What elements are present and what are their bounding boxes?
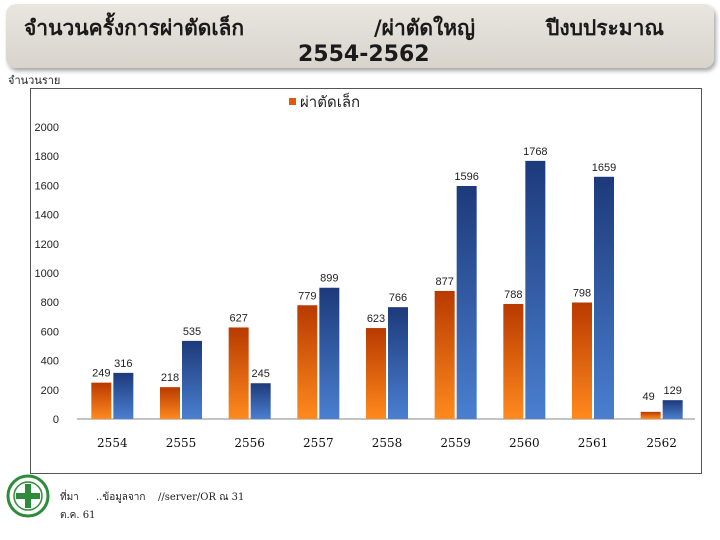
- title-banner: จำนวนครั้งการผ่าตัดเล็ก /ผ่าตัดใหญ่ ปีงบ…: [6, 4, 714, 68]
- title-part-3: ปีงบประมาณ: [546, 16, 664, 40]
- x-tick-label: 2554: [97, 436, 128, 450]
- data-label: 535: [183, 326, 201, 338]
- bar-minor-surgery: [160, 387, 180, 419]
- bar-major-surgery: [594, 176, 614, 419]
- x-tick-label: 2559: [440, 436, 471, 450]
- x-tick-label: 2558: [372, 436, 403, 450]
- y-tick-label: 2000: [35, 122, 59, 134]
- y-tick-label: 600: [41, 326, 59, 338]
- data-label: 1596: [454, 171, 478, 183]
- title-year-range: 2554-2562: [298, 42, 430, 67]
- data-label: 49: [643, 391, 655, 403]
- y-tick-label: 200: [41, 385, 59, 397]
- bar-major-surgery: [456, 185, 477, 419]
- data-label: 877: [435, 276, 453, 288]
- bar-minor-surgery: [640, 411, 661, 419]
- x-tick-label: 2556: [234, 436, 265, 450]
- bar-chart: 0 200 400 600 800 1000 1200 1400 1600 1800 2000 255…: [35, 92, 695, 450]
- y-tick-label: 1400: [35, 210, 59, 222]
- y-tick-label: 1000: [35, 268, 59, 280]
- data-label: 788: [504, 289, 522, 301]
- data-label: 899: [320, 273, 338, 285]
- title-part-2: /ผ่าตัดใหญ่: [374, 16, 476, 40]
- bar-major-surgery: [525, 160, 546, 419]
- data-label: 627: [229, 312, 247, 324]
- title-part-1: จำนวนครั้งการผ่าตัดเล็ก: [24, 16, 245, 40]
- x-tick-label: 2560: [509, 436, 540, 450]
- data-label: 1659: [592, 162, 616, 174]
- bar-minor-surgery: [297, 305, 318, 419]
- source-note-server: //server/OR ณ 31: [158, 492, 245, 503]
- bar-major-surgery: [182, 340, 202, 419]
- bar-minor-surgery: [228, 327, 249, 419]
- data-label: 798: [573, 287, 591, 299]
- bar-major-surgery: [319, 287, 340, 419]
- data-label: 218: [161, 372, 179, 384]
- x-tick-label: 2555: [166, 436, 197, 450]
- data-label: 249: [92, 368, 110, 380]
- data-label: 779: [298, 290, 316, 302]
- data-label: 1768: [523, 146, 547, 158]
- y-tick-label: 1600: [35, 180, 59, 192]
- units-label: จำนวนราย: [8, 74, 61, 87]
- data-label: 766: [389, 292, 407, 304]
- source-note-label: ที่มา: [60, 492, 79, 503]
- bar-minor-surgery: [434, 290, 455, 419]
- data-label: 623: [367, 313, 385, 325]
- legend-label: ผ่าตัดเล็ก: [300, 92, 360, 111]
- y-tick-label: 1800: [35, 151, 59, 163]
- bar-minor-surgery: [572, 302, 592, 419]
- bar-major-surgery: [250, 383, 271, 419]
- bar-major-surgery: [113, 372, 134, 419]
- bar-major-surgery: [662, 400, 683, 419]
- bar-major-surgery: [388, 307, 408, 419]
- source-note-date: ต.ค. 61: [60, 510, 96, 521]
- data-label: 316: [114, 358, 132, 370]
- x-tick-label: 2561: [578, 436, 609, 450]
- data-label: 245: [251, 368, 269, 380]
- data-label: 129: [663, 385, 681, 397]
- source-note-from: ..ข้อมูลจาก: [96, 492, 146, 503]
- y-tick-label: 800: [41, 297, 59, 309]
- chart-frame: 0 200 400 600 800 1000 1200 1400 1600 1800 2000 255…: [30, 88, 702, 474]
- y-tick-label: 1200: [35, 239, 59, 251]
- legend-swatch: [289, 98, 296, 105]
- x-tick-label: 2557: [303, 436, 334, 450]
- y-tick-label: 0: [53, 414, 59, 426]
- bar-minor-surgery: [366, 328, 386, 419]
- bar-minor-surgery: [91, 382, 112, 419]
- hospital-logo-icon: [6, 474, 50, 518]
- x-tick-label: 2562: [646, 436, 677, 450]
- bar-minor-surgery: [503, 303, 524, 419]
- y-tick-label: 400: [41, 356, 59, 368]
